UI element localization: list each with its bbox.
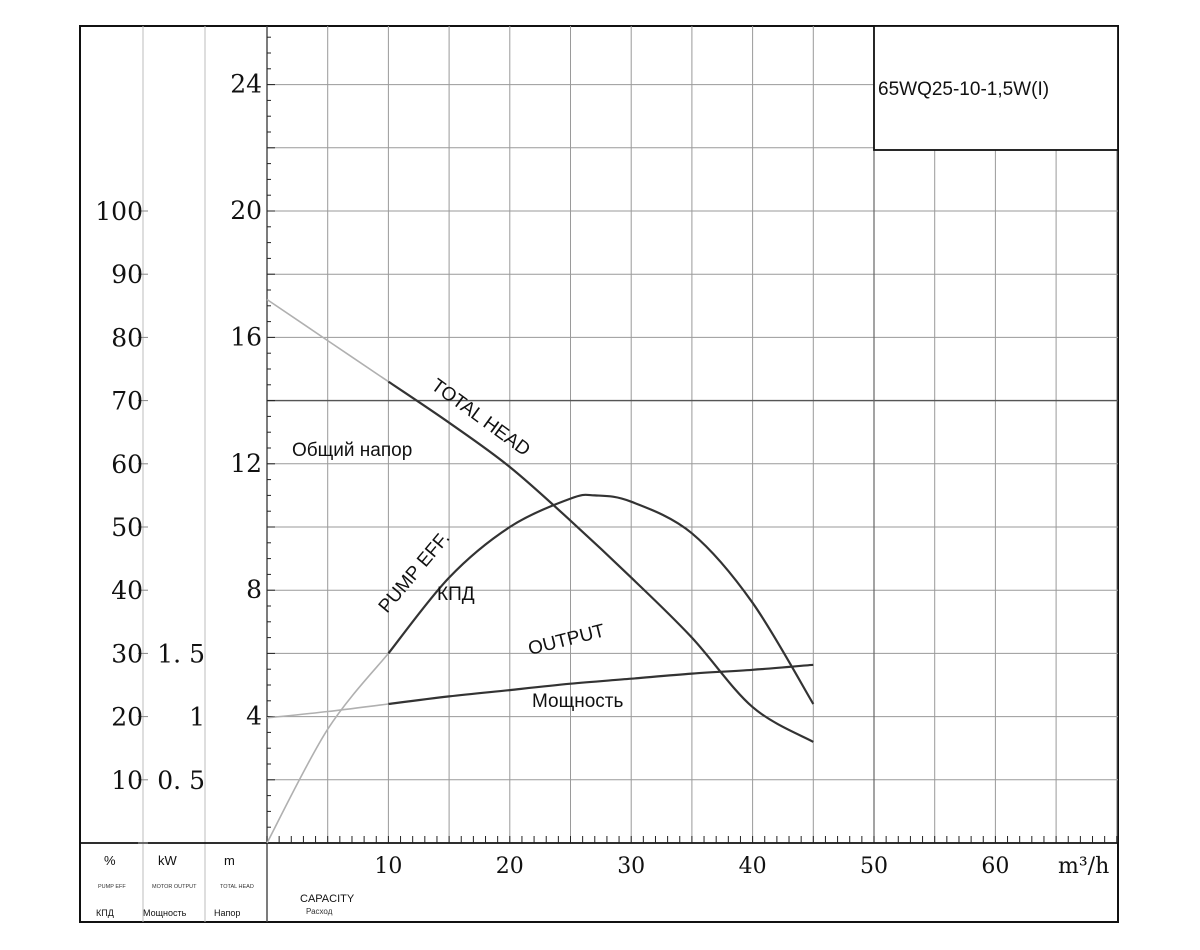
- eff-tick-label: 90: [111, 260, 143, 289]
- eff-tick-label: 80: [111, 323, 143, 352]
- eff-tick-label: 10: [111, 766, 143, 795]
- head-tick-label: 16: [230, 322, 262, 351]
- curve-pump-eff--extension: [266, 652, 390, 844]
- curve-output-extension: [266, 703, 389, 719]
- eff-tick-label: 60: [111, 450, 143, 479]
- x-tick-label: 40: [739, 854, 767, 879]
- footer-head-unit: m: [224, 853, 235, 868]
- curve-output: [388, 663, 814, 706]
- curve-total-head-extension: [266, 298, 389, 383]
- x-tick-label: 20: [496, 854, 524, 879]
- x-axis-unit: m³/h: [1058, 854, 1109, 879]
- power-tick-label: 1. 5: [157, 639, 205, 668]
- power-tick-label: 0. 5: [157, 766, 205, 795]
- footer-head-label-en: TOTAL HEAD: [220, 884, 254, 890]
- footer-eff-label-ru: КПД: [96, 908, 114, 918]
- x-tick-label: 10: [374, 854, 402, 879]
- eff-tick-label: 50: [111, 513, 143, 542]
- footer-capacity-label-en: CAPACITY: [300, 893, 355, 905]
- model-label: 65WQ25-10-1,5W(I): [878, 79, 1049, 100]
- eff-tick-label: 100: [95, 197, 143, 226]
- x-tick-label: 30: [617, 854, 645, 879]
- footer-band: % PUMP EFF КПД kW MOTOR OUTPUT Мощность …: [96, 853, 355, 918]
- eff-tick-label: 30: [111, 639, 143, 668]
- curve-label-output-ru: Мощность: [532, 691, 624, 712]
- model-box: [873, 25, 1119, 151]
- axis-tick-labels: 10 20 30 40 50 60 4 8 12 16 20 24 10 20 30 40 50 60 70 80 90…: [95, 70, 1009, 879]
- chart-frame: [79, 25, 1119, 923]
- curve-pump-eff-: [387, 493, 815, 705]
- footer-capacity-label-ru: Расход: [306, 907, 333, 916]
- major-gridlines: [267, 26, 1118, 843]
- curve-total-head: [387, 380, 814, 743]
- footer-power-unit: kW: [158, 853, 178, 868]
- eff-tick-label: 20: [111, 703, 143, 732]
- curve-label-total-head-ru: Общий напор: [292, 440, 412, 461]
- head-tick-label: 8: [246, 575, 262, 604]
- x-tick-label: 60: [981, 854, 1009, 879]
- head-tick-label: 4: [246, 702, 262, 731]
- footer-head-label-ru: Напор: [214, 908, 240, 918]
- eff-tick-label: 70: [111, 387, 143, 416]
- footer-power-label-en: MOTOR OUTPUT: [152, 884, 197, 890]
- head-tick-label: 24: [230, 70, 262, 99]
- head-tick-label: 20: [230, 196, 262, 225]
- head-tick-label: 12: [230, 449, 262, 478]
- curves: [266, 298, 815, 844]
- footer-eff-label-en: PUMP EFF: [98, 884, 126, 890]
- curve-label-pump-eff-ru: КПД: [437, 584, 475, 605]
- footer-eff-unit: %: [104, 853, 116, 868]
- power-tick-label: 1: [189, 703, 205, 732]
- x-tick-label: 50: [860, 854, 888, 879]
- footer-power-label-ru: Мощность: [143, 908, 187, 918]
- eff-tick-label: 40: [111, 576, 143, 605]
